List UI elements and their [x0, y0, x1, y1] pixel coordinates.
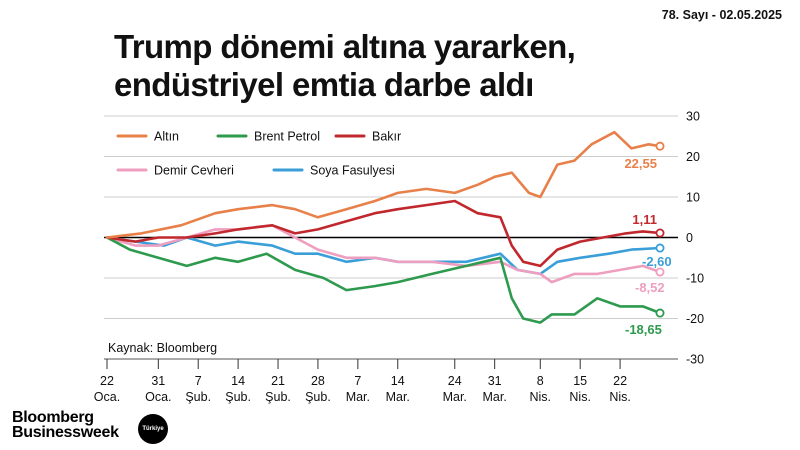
y-tick-label: -30 [686, 353, 704, 367]
legend-label-brent-petrol: Brent Petrol [254, 130, 320, 144]
series-line-bak-r [105, 199, 662, 268]
x-tick-label-day: 21 [271, 374, 285, 388]
x-tick-label-month: Şub. [185, 390, 211, 404]
x-tick-label-month: Oca. [145, 390, 171, 404]
source-label: Kaynak: Bloomberg [108, 341, 217, 355]
legend-label-demir-cevheri: Demir Cevheri [154, 164, 234, 178]
axis-layer: 30 20 10 0 -10 -20 -30 22 Oca. 31 Oca. 7 Şub. 14 Şub. 2… [94, 110, 704, 405]
issue-label: 78. Sayı - 02.05.2025 [661, 8, 782, 22]
x-tick-label-month: Nis. [530, 390, 552, 404]
x-tick-label-day: 15 [573, 374, 587, 388]
x-tick-label-day: 7 [354, 374, 361, 388]
legend-label-soya-fasulyesi: Soya Fasulyesi [310, 164, 395, 178]
series-line-alt-n [105, 130, 662, 239]
y-tick-label: 0 [686, 231, 693, 245]
chart-title-line-2: endüstriyel emtia darbe aldı [114, 66, 534, 103]
x-tick-label-day: 8 [537, 374, 544, 388]
series-end-label-alt-n: 22,55 [624, 156, 657, 171]
y-tick-label: -10 [686, 272, 704, 286]
y-tick-label: -20 [686, 312, 704, 326]
legend-label-bak-r: Bakır [372, 130, 401, 144]
x-tick-label-day: 22 [613, 374, 627, 388]
x-tick-label-month: Şub. [305, 390, 331, 404]
legend-layer: Altın Brent Petrol Bakır Demir Cevheri Soya … [116, 130, 401, 178]
series-end-marker-soya-fasulyesi [655, 243, 665, 253]
x-tick-label-month: Nis. [609, 390, 631, 404]
series-end-marker-brent-petrol [655, 308, 665, 318]
series-line-demir-cevheri [105, 224, 662, 284]
x-tick-label-day: 28 [311, 374, 325, 388]
series-end-marker-demir-cevheri [655, 267, 665, 277]
x-tick-label-day: 14 [231, 374, 245, 388]
chart-title-line-1: Trump dönemi altına yararken, [114, 28, 576, 65]
series-end-label-soya-fasulyesi: -2,60 [642, 254, 672, 269]
y-tick-label: 20 [686, 150, 700, 164]
series-end-marker-bak-r [655, 228, 665, 238]
x-tick-label-month: Mar. [386, 390, 410, 404]
series-line-brent-petrol [105, 236, 662, 324]
series-end-label-bak-r: 1,11 [632, 212, 657, 227]
x-tick-label-month: Mar. [346, 390, 370, 404]
x-tick-label-month: Şub. [265, 390, 291, 404]
logo-line-2: Businessweek [12, 424, 119, 441]
series-layer: -2,60 -8,52 -18,65 1,11 22,55 [105, 130, 672, 337]
logo-line-1: Bloomberg [12, 409, 94, 426]
y-tick-label: 30 [686, 110, 700, 124]
bloomberg-businessweek-logo: Bloomberg Businessweek [12, 409, 119, 441]
legend-label-alt-n: Altın [154, 130, 179, 144]
x-tick-label-month: Mar. [443, 390, 467, 404]
x-tick-label-month: Mar. [483, 390, 507, 404]
y-tick-label: 10 [686, 191, 700, 205]
x-tick-label-day: 24 [448, 374, 462, 388]
x-tick-label-month: Nis. [569, 390, 591, 404]
logo-badge: Türkiye [138, 414, 168, 444]
x-tick-label-day: 22 [100, 374, 114, 388]
x-tick-label-day: 31 [151, 374, 165, 388]
x-tick-label-day: 31 [488, 374, 502, 388]
chart-title: Trump dönemi altına yararken, endüstriye… [114, 28, 576, 104]
x-tick-label-month: Oca. [94, 390, 120, 404]
x-tick-label-day: 7 [195, 374, 202, 388]
series-end-label-brent-petrol: -18,65 [625, 322, 662, 337]
x-tick-label-day: 14 [391, 374, 405, 388]
series-end-label-demir-cevheri: -8,52 [635, 280, 665, 295]
series-end-marker-alt-n [655, 141, 665, 151]
x-tick-label-month: Şub. [225, 390, 251, 404]
